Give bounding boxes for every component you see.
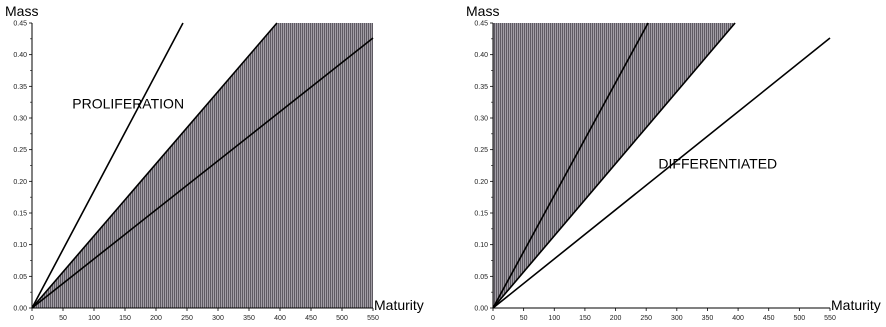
series-line-2 [492, 22, 736, 309]
x-tick-label: 550 [824, 315, 836, 322]
region-annotation: PROLIFERATION [72, 96, 184, 112]
y-tick-label: 0.25 [474, 147, 488, 154]
x-tick-label: 50 [59, 315, 67, 322]
x-tick-label: 400 [274, 315, 286, 322]
x-tick-label: 200 [610, 315, 622, 322]
x-tick-label: 550 [367, 315, 379, 322]
series-line-3 [492, 37, 831, 309]
x-tick-label: 300 [671, 315, 683, 322]
region-annotation: DIFFERENTIATED [658, 156, 777, 172]
y-axis-title: Mass [466, 3, 499, 19]
series-line-1 [492, 22, 649, 309]
x-tick-label: 0 [30, 315, 34, 322]
y-tick-label: 0.35 [474, 84, 488, 91]
series-line-2 [31, 22, 278, 309]
chart-panel-1: 0 50 100 150 200 250 300 350 400 450 500 550 0.00 0.0… [5, 3, 424, 322]
y-tick-label: 0.15 [13, 211, 27, 218]
y-tick-label: 0.10 [13, 242, 27, 249]
y-tick-label: 0.00 [13, 306, 27, 313]
x-tick-label: 100 [548, 315, 560, 322]
x-axis-title: Maturity [831, 297, 881, 313]
y-tick-label: 0.20 [474, 179, 488, 186]
y-tick-label: 0.20 [13, 179, 27, 186]
y-tick-label: 0.40 [474, 52, 488, 59]
x-axis-title: Maturity [374, 297, 424, 313]
x-tick-label: 150 [119, 315, 131, 322]
y-tick-label: 0.25 [13, 147, 27, 154]
series-line-1 [31, 22, 184, 309]
x-tick-label: 300 [212, 315, 224, 322]
x-tick-label: 50 [520, 315, 528, 322]
y-tick-label: 0.40 [13, 52, 27, 59]
x-tick-label: 350 [243, 315, 255, 322]
series-line-3 [31, 37, 374, 309]
x-tick-label: 200 [150, 315, 162, 322]
y-tick-label: 0.05 [474, 274, 488, 281]
y-tick-label: 0.00 [474, 306, 488, 313]
y-tick-label: 0.05 [13, 274, 27, 281]
y-axis-title: Mass [5, 3, 38, 19]
y-tick-label: 0.30 [13, 116, 27, 123]
y-tick-label: 0.30 [474, 116, 488, 123]
x-tick-label: 100 [88, 315, 100, 322]
y-tick-label: 0.15 [474, 211, 488, 218]
y-tick-label: 0.35 [13, 84, 27, 91]
x-tick-label: 450 [305, 315, 317, 322]
x-tick-label: 500 [794, 315, 806, 322]
x-tick-label: 250 [640, 315, 652, 322]
x-tick-label: 350 [702, 315, 714, 322]
y-tick-label: 0.45 [474, 21, 488, 28]
x-tick-label: 150 [579, 315, 591, 322]
y-tick-label: 0.10 [474, 242, 488, 249]
x-tick-label: 250 [181, 315, 193, 322]
x-tick-label: 500 [336, 315, 348, 322]
shaded-region [32, 23, 373, 308]
x-tick-label: 400 [732, 315, 744, 322]
chart-panel-2: 0 50 100 150 200 250 300 350 400 450 500 550 0.00 0.0… [466, 3, 881, 322]
y-tick-label: 0.45 [13, 21, 27, 28]
x-tick-label: 450 [763, 315, 775, 322]
x-tick-label: 0 [491, 315, 495, 322]
